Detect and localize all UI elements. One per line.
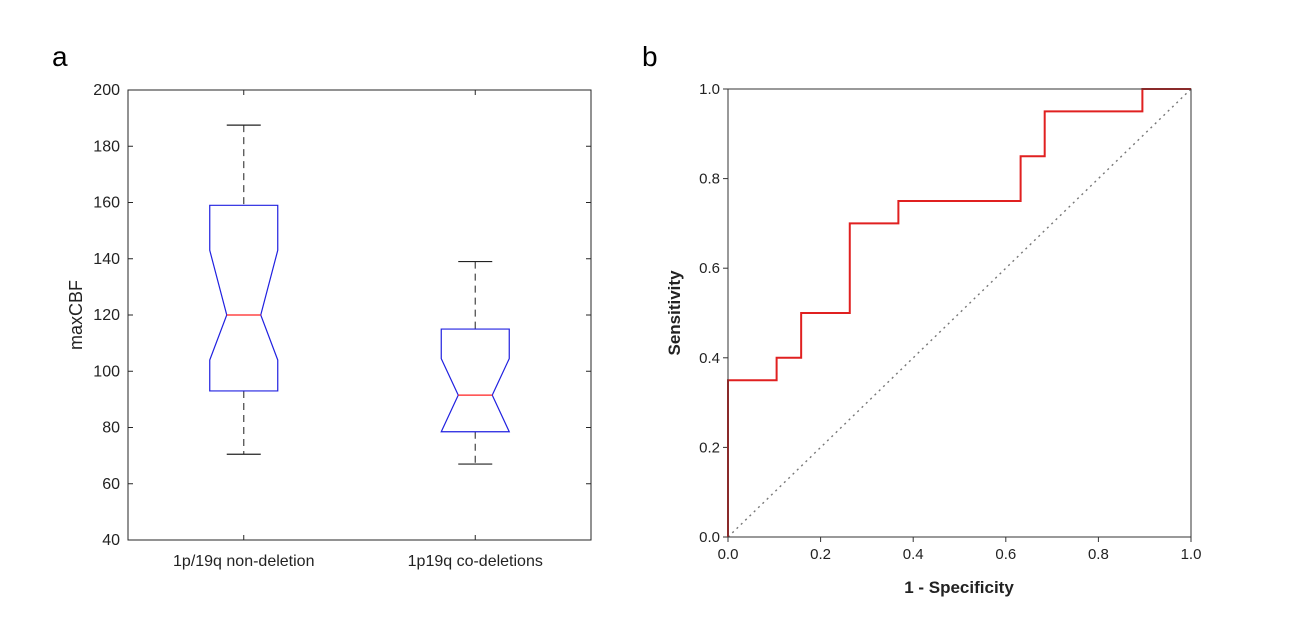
y-tick-label: 200 [93, 82, 120, 99]
x-tick-label: 0.6 [995, 546, 1016, 563]
y-tick-label: 80 [102, 420, 120, 437]
y-tick-label: 0.0 [699, 529, 720, 546]
x-tick-label: 0.0 [718, 546, 739, 563]
y-tick-label: 180 [93, 138, 120, 155]
panel-b-lines [727, 88, 1192, 538]
panel-a-y-tick-labels: 40 60 80 100 120 140 160 180 200 [93, 82, 120, 549]
x-tick-label: 0.2 [810, 546, 831, 563]
panel-b-axes-frame [727, 88, 1192, 538]
y-tick-label: 40 [102, 532, 120, 549]
panel-a-ticks [128, 89, 591, 541]
panel-a-y-axis-label: maxCBF [66, 280, 86, 350]
panel-b-letter: b [642, 41, 658, 72]
y-tick-label: 0.8 [699, 171, 720, 188]
panel-b-x-axis-label: 1 - Specificity [904, 578, 1014, 597]
panel-b-y-axis-label: Sensitivity [665, 270, 684, 356]
panel-b-x-tick-labels: 0.0 0.2 0.4 0.6 0.8 1.0 [718, 546, 1202, 563]
panel-b-roc-curve: b 0.00.20.40.60.81.0 0.0 0.2 0.4 0.6 0.8 1.0 … [642, 41, 1201, 597]
y-tick-label: 160 [93, 195, 120, 212]
y-tick-label: 0.6 [699, 260, 720, 277]
panel-a-x-tick-labels: 1p/19q non-deletion 1p19q co-deletions [173, 553, 543, 570]
x-tick-label: 0.8 [1088, 546, 1109, 563]
panel-a-boxes [209, 124, 511, 465]
y-tick-label: 100 [93, 363, 120, 380]
panel-a-axes-frame [127, 89, 592, 541]
y-tick-label: 140 [93, 251, 120, 268]
x-tick-label: 1p/19q non-deletion [173, 553, 314, 570]
x-tick-label: 0.4 [903, 546, 924, 563]
roc-curve-line [727, 88, 1191, 537]
reference-diagonal-line [727, 88, 1192, 538]
notched-box [440, 328, 511, 433]
x-tick-label: 1p19q co-deletions [408, 553, 543, 570]
panel-a-letter: a [52, 41, 68, 72]
y-tick-label: 1.0 [699, 81, 720, 98]
panel-a-boxplot: a 40 60 80 100 120 140 160 180 200 1p/19q non-de… [52, 41, 592, 570]
y-tick-label: 0.4 [699, 350, 720, 367]
panel-b-y-tick-labels: 0.0 0.2 0.4 0.6 0.8 1.0 [699, 81, 720, 546]
x-tick-label: 1.0 [1181, 546, 1202, 563]
y-tick-label: 120 [93, 307, 120, 324]
notched-box [209, 204, 279, 392]
y-tick-label: 0.2 [699, 439, 720, 456]
y-tick-label: 60 [102, 476, 120, 493]
panel-b-ticks [723, 88, 1192, 542]
